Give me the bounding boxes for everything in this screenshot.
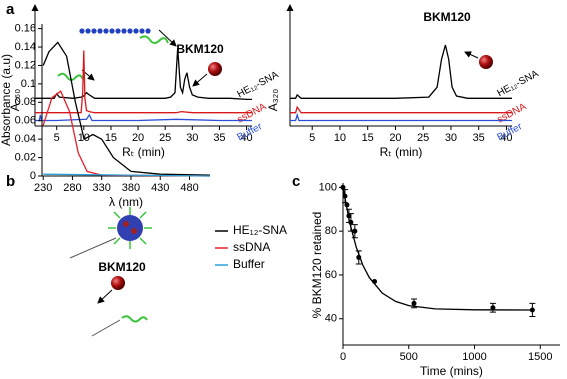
legend-label: HE₁₂-SNA <box>233 223 287 237</box>
data-point <box>340 184 346 190</box>
x-tick-label: 40 <box>240 132 252 144</box>
panel-label: c <box>292 173 300 190</box>
y-tick-label: 0.06 <box>15 115 36 127</box>
y-axis-label: Absorbance (a.u) <box>0 54 13 146</box>
y-axis-label: A₃₂₀ <box>266 89 280 112</box>
data-point <box>372 279 378 285</box>
x-axis-label: Rₜ (min) <box>122 145 165 159</box>
y-tick-label: 0.1 <box>21 78 36 90</box>
panel-label: a <box>6 1 15 18</box>
data-point <box>352 228 358 234</box>
x-tick-label: 500 <box>400 351 418 363</box>
y-tick-label: 0.08 <box>15 96 36 108</box>
data-point <box>348 219 354 225</box>
y-tick-label: 100 <box>319 181 337 193</box>
y-tick-label: 0.12 <box>15 59 36 71</box>
data-point <box>356 254 362 260</box>
x-tick-label: 330 <box>93 182 111 194</box>
series-line <box>43 173 211 177</box>
x-tick-label: 20 <box>132 132 144 144</box>
data-point <box>411 300 417 306</box>
x-tick-label: 30 <box>445 132 457 144</box>
series-line <box>35 113 252 122</box>
x-tick-label: 5 <box>309 132 315 144</box>
series-line <box>290 44 512 99</box>
series-line <box>35 50 252 114</box>
series-label: ssDNA <box>495 101 528 125</box>
x-tick-label: 280 <box>63 182 81 194</box>
x-tick-label: 480 <box>180 182 198 194</box>
data-point <box>490 305 496 311</box>
legend-label: Buffer <box>233 257 265 271</box>
data-point <box>529 307 535 313</box>
x-tick-label: 0 <box>340 351 346 363</box>
x-axis-label: Rₜ (min) <box>380 145 423 159</box>
y-tick-label: 0.16 <box>15 23 36 35</box>
legend-label: ssDNA <box>233 240 270 254</box>
series-label: ssDNA <box>235 101 268 125</box>
annotation: BKM120 <box>423 10 471 24</box>
x-tick-label: 1500 <box>528 351 552 363</box>
data-point <box>346 213 352 219</box>
data-point <box>342 193 348 199</box>
y-tick-label: 0 <box>30 170 36 182</box>
annotation: BKM120 <box>176 42 224 56</box>
x-tick-label: 1000 <box>462 351 486 363</box>
x-tick-label: 380 <box>122 182 140 194</box>
decoration <box>57 28 493 337</box>
x-tick-label: 30 <box>186 132 198 144</box>
series-line <box>35 48 252 101</box>
x-tick-label: 40 <box>500 132 512 144</box>
x-tick-label: 5 <box>54 132 60 144</box>
y-tick-label: 60 <box>325 269 337 281</box>
x-axis-label: λ (nm) <box>109 195 143 209</box>
x-tick-label: 430 <box>151 182 169 194</box>
x-tick-label: 230 <box>34 182 52 194</box>
y-tick-label: 0.14 <box>15 41 36 53</box>
y-axis-label: A₂₆₀ <box>8 89 22 112</box>
series-line <box>290 112 512 122</box>
x-tick-label: 35 <box>213 132 225 144</box>
x-tick-label: 20 <box>389 132 401 144</box>
x-tick-label: 25 <box>159 132 171 144</box>
y-tick-label: 40 <box>325 313 337 325</box>
series-label: HE₁₂-SNA <box>495 68 540 99</box>
y-tick-label: 0.04 <box>15 133 36 145</box>
x-tick-label: 15 <box>105 132 117 144</box>
annotation: BKM120 <box>98 260 146 274</box>
x-tick-label: 10 <box>334 132 346 144</box>
panel-label: b <box>6 173 15 190</box>
x-tick-label: 25 <box>417 132 429 144</box>
series-line <box>42 41 211 176</box>
y-axis-label: % BKM120 retained <box>310 212 324 319</box>
x-axis-label: Time (mins) <box>420 364 483 378</box>
series-line <box>290 105 512 114</box>
y-tick-label: 0.02 <box>15 151 36 163</box>
series-line <box>42 90 211 177</box>
fit-curve <box>342 187 533 311</box>
data-point <box>344 202 350 208</box>
x-tick-label: 35 <box>473 132 485 144</box>
y-tick-label: 80 <box>325 225 337 237</box>
x-tick-label: 15 <box>362 132 374 144</box>
